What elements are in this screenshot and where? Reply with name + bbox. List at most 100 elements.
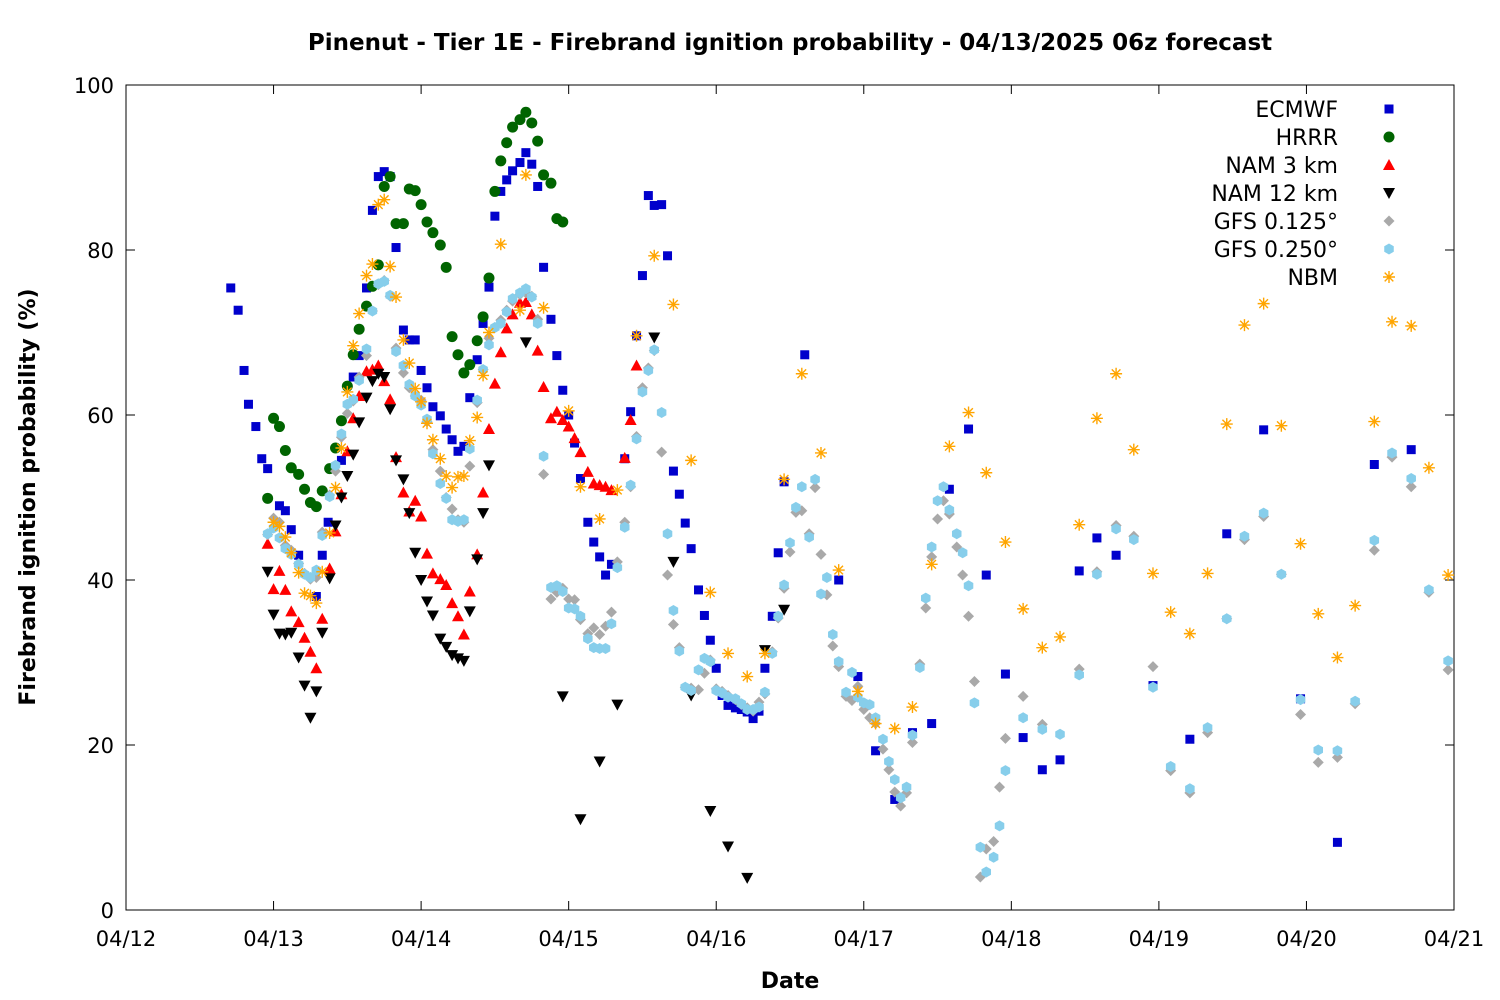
data-point xyxy=(494,346,507,358)
data-point xyxy=(409,494,422,506)
data-point xyxy=(890,794,900,804)
data-point xyxy=(361,343,372,355)
data-point xyxy=(575,474,585,484)
data-point xyxy=(311,592,321,601)
data-point xyxy=(422,383,432,393)
series-ecmwf xyxy=(226,148,1416,847)
data-point xyxy=(477,311,489,323)
data-point xyxy=(440,261,452,273)
data-point xyxy=(1164,606,1177,619)
data-point xyxy=(513,304,526,317)
x-tick-label: 04/15 xyxy=(538,927,599,951)
data-point xyxy=(920,592,931,604)
data-point xyxy=(804,531,814,543)
data-point xyxy=(1074,566,1084,576)
data-point xyxy=(800,350,810,360)
data-point xyxy=(298,587,311,600)
data-point xyxy=(459,441,469,451)
data-point xyxy=(883,764,895,776)
data-point xyxy=(994,781,1006,793)
data-point xyxy=(1405,481,1417,493)
data-point xyxy=(611,699,624,711)
data-point xyxy=(538,468,550,480)
data-point xyxy=(397,367,409,379)
data-point xyxy=(495,155,507,167)
data-point xyxy=(1185,734,1195,744)
data-point xyxy=(1258,507,1269,519)
y-tick-label: 0 xyxy=(101,899,114,923)
data-point xyxy=(723,691,733,703)
data-point xyxy=(441,424,451,434)
data-point xyxy=(797,481,807,493)
data-point xyxy=(1312,607,1325,620)
data-point xyxy=(1036,641,1049,654)
data-point xyxy=(1406,473,1416,485)
data-point xyxy=(347,339,360,352)
data-point xyxy=(367,205,377,215)
data-point xyxy=(631,433,642,445)
series-hrrr xyxy=(262,106,569,513)
data-point xyxy=(294,550,304,560)
data-point xyxy=(464,460,476,472)
data-point xyxy=(668,466,678,476)
data-point xyxy=(895,792,906,804)
data-point xyxy=(378,193,391,206)
legend-marker xyxy=(1383,188,1395,199)
data-point xyxy=(471,554,484,566)
data-point xyxy=(626,407,636,417)
data-point xyxy=(1092,533,1102,543)
data-point xyxy=(261,537,274,549)
data-point xyxy=(267,583,280,595)
data-point xyxy=(251,422,261,432)
data-point xyxy=(611,484,624,497)
data-point xyxy=(496,317,506,329)
data-point xyxy=(663,251,673,261)
data-point xyxy=(556,413,569,425)
data-point xyxy=(279,583,292,595)
data-point xyxy=(877,743,889,755)
data-point xyxy=(884,756,894,767)
data-point xyxy=(286,525,296,535)
data-point xyxy=(741,670,754,683)
data-point xyxy=(667,556,680,568)
data-point xyxy=(1349,599,1362,612)
y-axis-label: Firebrand ignition probability (%) xyxy=(16,288,41,705)
data-point xyxy=(594,628,606,640)
data-point xyxy=(304,712,317,724)
data-point xyxy=(409,382,422,395)
data-point xyxy=(878,733,888,745)
data-point xyxy=(501,306,512,318)
x-tick-label: 04/18 xyxy=(981,927,1042,951)
y-tick-label: 100 xyxy=(74,74,114,98)
data-point xyxy=(533,181,543,191)
data-point xyxy=(625,479,636,491)
data-point xyxy=(605,606,617,618)
data-point xyxy=(298,680,311,692)
data-point xyxy=(446,481,459,494)
data-point xyxy=(574,814,587,826)
data-point xyxy=(637,386,648,398)
data-point xyxy=(506,308,519,320)
data-point xyxy=(1222,613,1232,625)
data-point xyxy=(722,841,735,853)
data-point xyxy=(643,191,653,201)
data-point xyxy=(496,186,506,196)
data-point xyxy=(767,647,778,659)
data-point xyxy=(463,585,476,597)
data-point xyxy=(525,308,538,320)
data-point xyxy=(410,335,420,345)
data-point xyxy=(1055,728,1065,740)
data-point xyxy=(537,380,550,392)
data-point xyxy=(324,491,335,503)
data-point xyxy=(397,474,410,486)
data-point xyxy=(1111,550,1121,560)
data-point xyxy=(685,454,698,467)
data-point xyxy=(341,471,354,483)
data-point xyxy=(606,618,617,630)
data-point xyxy=(285,546,298,559)
data-point xyxy=(267,516,280,529)
data-point xyxy=(273,421,285,433)
data-point xyxy=(440,641,453,653)
x-tick-label: 04/17 xyxy=(834,927,895,951)
data-point xyxy=(618,451,631,463)
